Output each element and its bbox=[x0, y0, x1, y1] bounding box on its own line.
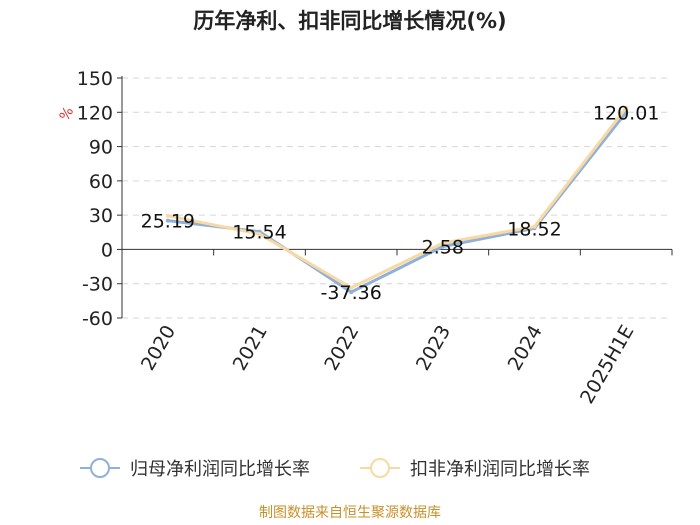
y-tick-label: -30 bbox=[82, 274, 113, 296]
series-lines bbox=[165, 105, 629, 295]
legend-label: 归母净利润同比增长率 bbox=[130, 459, 310, 480]
data-label: 15.54 bbox=[232, 222, 286, 244]
axes: 150 120 90 60 30 0 -30 -60 2020 2021 2022 2023 2024 2… bbox=[77, 68, 673, 408]
chart-title: 历年净利、扣非同比增长情况(%) bbox=[193, 9, 506, 33]
y-tick-label: 90 bbox=[89, 137, 113, 159]
data-labels: 25.19 15.54 -37.36 2.58 18.52 120.01 bbox=[141, 102, 660, 304]
data-point bbox=[440, 241, 445, 246]
data-label: 18.52 bbox=[507, 218, 561, 240]
data-point bbox=[624, 105, 629, 110]
gridlines bbox=[122, 77, 672, 319]
data-point bbox=[165, 218, 170, 223]
data-point bbox=[165, 213, 170, 218]
y-axis-unit: % bbox=[57, 104, 78, 124]
x-tick-label: 2022 bbox=[320, 322, 363, 375]
data-label: 120.01 bbox=[593, 102, 659, 124]
y-tick-label: 120 bbox=[77, 102, 113, 124]
x-tick-label: 2024 bbox=[504, 322, 547, 375]
data-point bbox=[349, 285, 354, 290]
data-point bbox=[349, 290, 354, 295]
legend-label: 扣非净利润同比增长率 bbox=[410, 459, 590, 480]
series-line-2 bbox=[167, 106, 628, 290]
data-point bbox=[440, 244, 445, 249]
data-label: 25.19 bbox=[141, 211, 195, 233]
y-tick-label: 30 bbox=[89, 205, 113, 227]
y-tick-label: 0 bbox=[101, 239, 113, 261]
legend-marker bbox=[90, 458, 110, 478]
source-note: 制图数据来自恒生聚源数据库 bbox=[259, 505, 441, 521]
data-point bbox=[257, 232, 262, 236]
x-tick-label: 2021 bbox=[229, 322, 272, 375]
x-tick-label: 2025H1E bbox=[576, 322, 638, 408]
y-tick-label: 150 bbox=[77, 68, 113, 90]
legend-marker bbox=[370, 458, 390, 478]
y-tick-label: -60 bbox=[82, 308, 113, 330]
y-tick-label: 60 bbox=[89, 171, 113, 193]
data-label: -37.36 bbox=[321, 282, 382, 304]
legend: 归母净利润同比增长率 扣非净利润同比增长率 bbox=[80, 458, 590, 480]
x-tick-label: 2023 bbox=[412, 322, 455, 375]
x-tick-label: 2020 bbox=[137, 322, 180, 375]
data-label: 2.58 bbox=[422, 236, 464, 258]
data-point bbox=[532, 224, 537, 229]
